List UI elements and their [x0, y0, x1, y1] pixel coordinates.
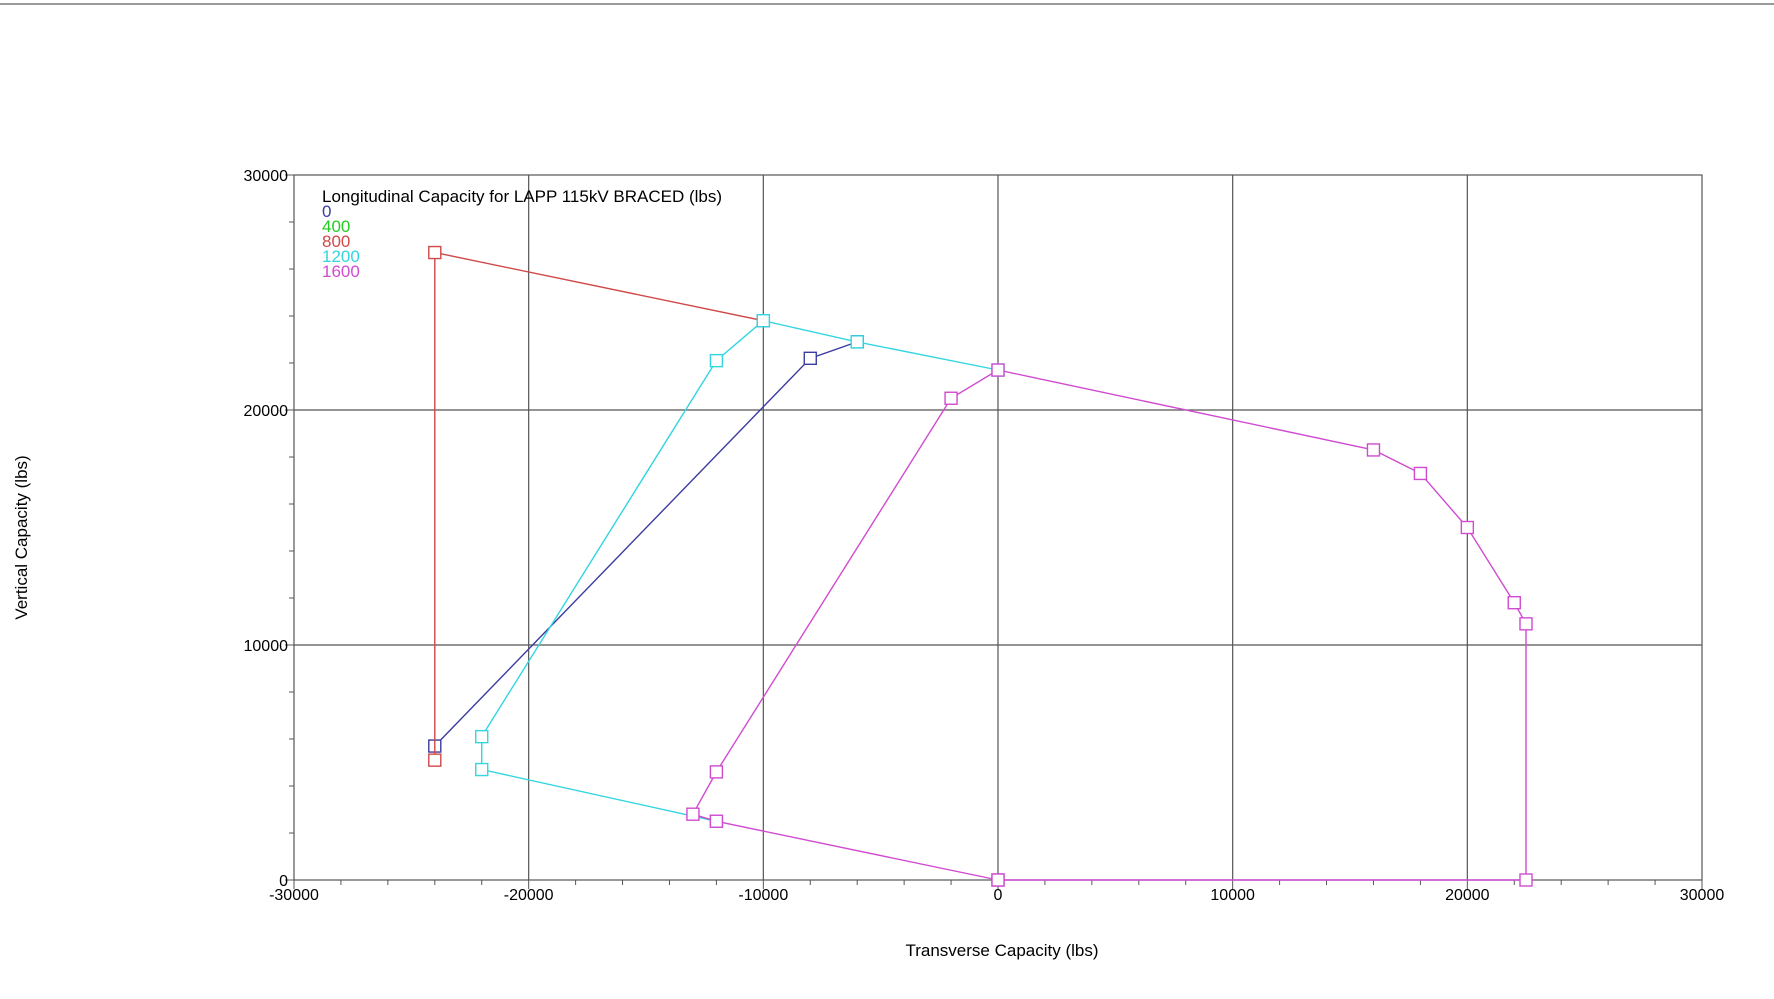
data-point-1600-5	[991, 363, 1005, 377]
data-point-800-0	[428, 753, 442, 767]
data-point-1600-6	[1366, 443, 1381, 457]
data-point-1200-4	[756, 314, 771, 328]
x-axis-title: Transverse Capacity (lbs)	[905, 941, 1098, 960]
data-point-1600-2	[686, 807, 700, 821]
legend-entry-1200: 1200	[322, 247, 360, 266]
data-point-1600-9	[1507, 596, 1521, 610]
data-point-1200-3	[709, 353, 724, 368]
data-point-0-1	[803, 351, 817, 365]
legend-entry-800: 800	[322, 232, 350, 251]
data-point-1600-7	[1413, 466, 1428, 481]
legend-entry-1600: 1600	[322, 262, 360, 281]
y-axis-title: Vertical Capacity (lbs)	[12, 455, 31, 619]
y-tick-label-3: 30000	[244, 168, 289, 185]
data-point-1600-10	[1519, 617, 1533, 631]
data-point-1600-12	[991, 873, 1005, 887]
data-point-1600-4	[944, 391, 958, 405]
data-point-1200-2	[475, 729, 489, 744]
series-line-0	[434, 341, 858, 747]
x-tick-label-6: 30000	[1680, 887, 1725, 904]
legend-entry-0: 0	[322, 202, 331, 221]
top-border-line	[0, 3, 1774, 5]
x-tick-label-3: 0	[994, 887, 1003, 904]
y-tick-label-2: 20000	[244, 403, 289, 420]
series-line-1200	[481, 319, 999, 822]
data-point-1200-1	[475, 762, 489, 777]
legend-entry-400: 400	[322, 217, 350, 236]
series-800	[428, 245, 771, 767]
data-point-1200-5	[850, 335, 864, 349]
x-tick-label-1: -20000	[504, 887, 554, 904]
series-line-1600	[691, 369, 1527, 881]
series-1600	[686, 363, 1533, 887]
y-tick-label-0: 0	[279, 873, 288, 890]
data-point-1600-11	[1519, 873, 1533, 887]
y-tick-label-1: 10000	[244, 638, 289, 655]
data-point-1600-3	[709, 765, 724, 779]
legend-title: Longitudinal Capacity for LAPP 115kV BRA…	[322, 187, 722, 206]
series-line-800	[434, 251, 764, 761]
x-tick-label-0: -30000	[269, 887, 319, 904]
series-1200	[475, 314, 1005, 828]
series-0	[428, 335, 864, 753]
data-point-1600-8	[1460, 520, 1475, 535]
data-point-1600-1	[709, 814, 724, 828]
data-point-800-1	[428, 245, 442, 260]
x-tick-label-4: 10000	[1210, 887, 1255, 904]
x-tick-label-5: 20000	[1445, 887, 1490, 904]
x-tick-label-2: -10000	[738, 887, 788, 904]
